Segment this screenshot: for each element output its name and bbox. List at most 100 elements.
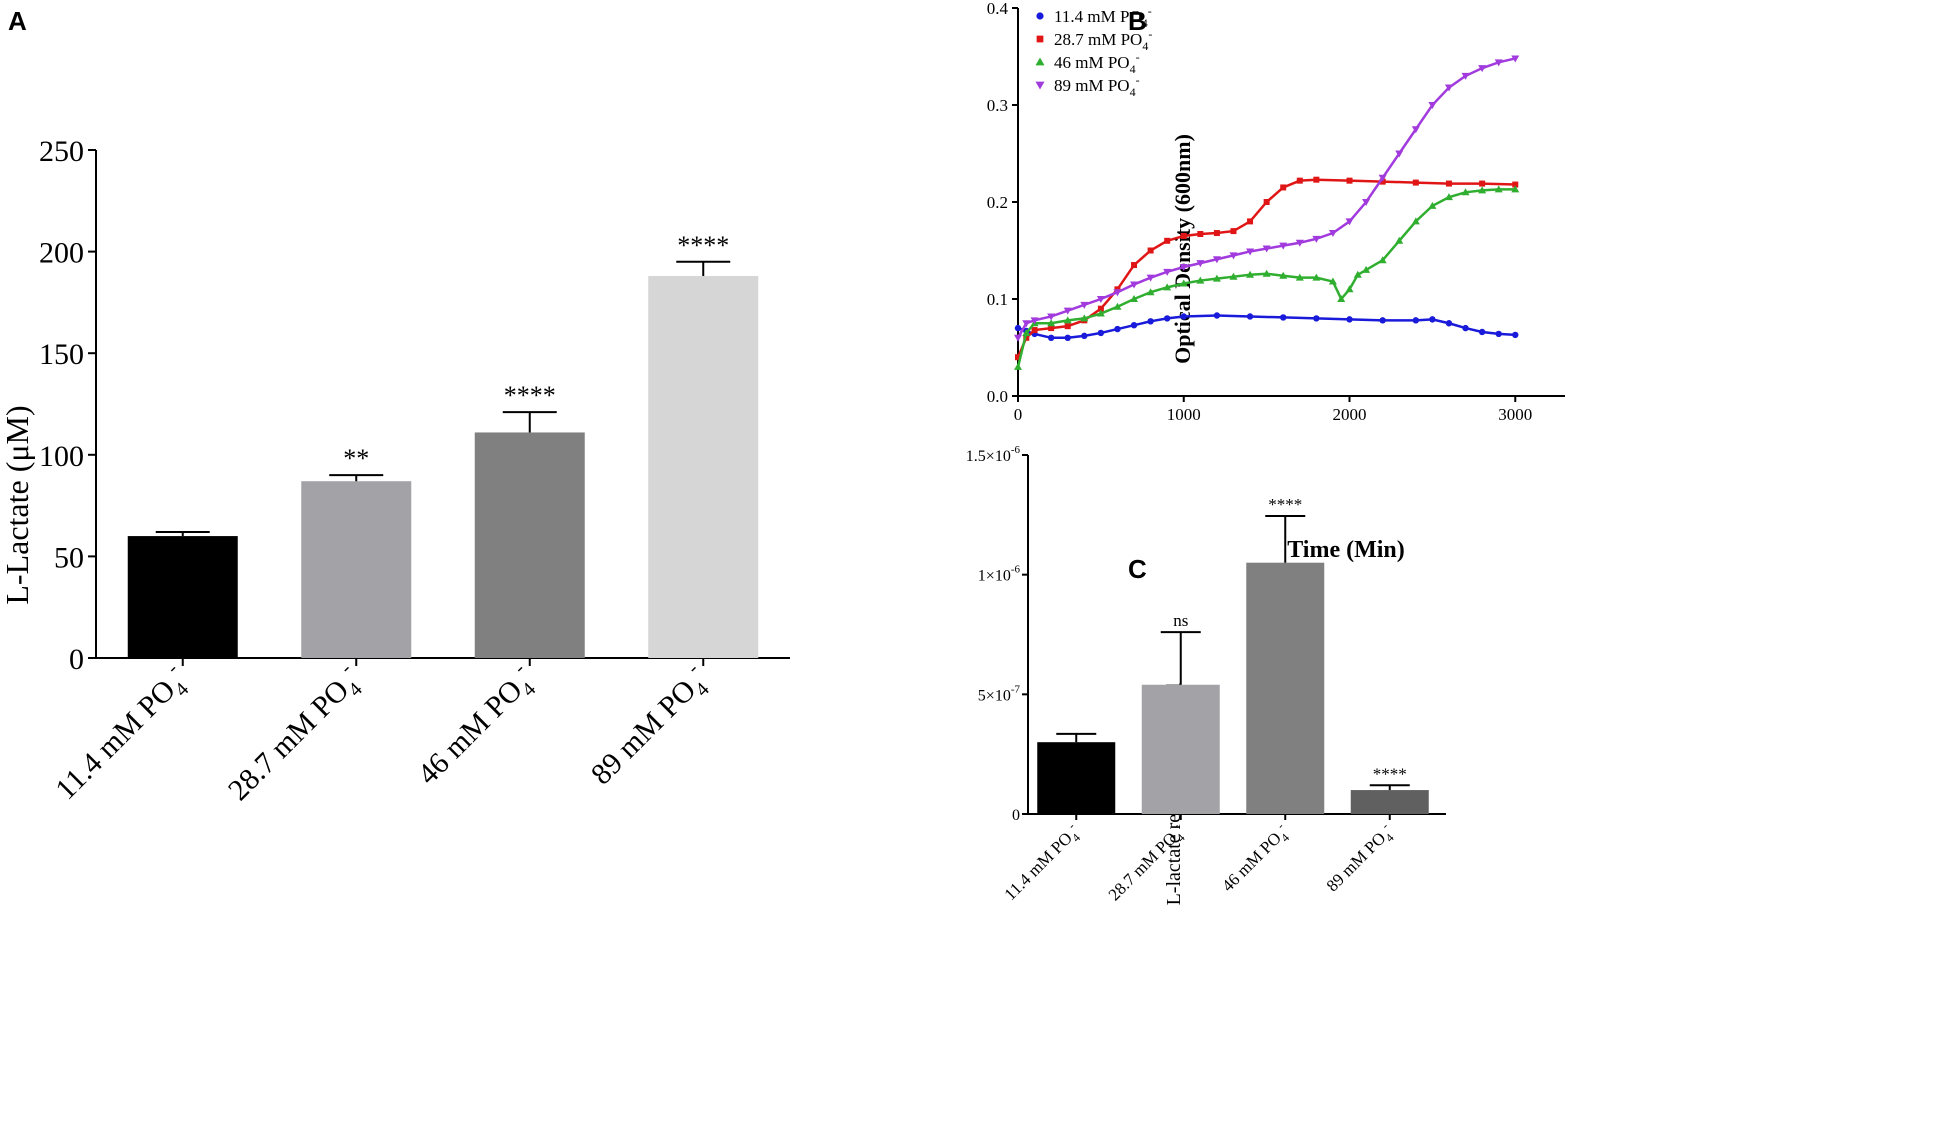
panel-b-data-point [1212, 274, 1221, 282]
panel-b-series-line [1016, 178, 1516, 358]
panel-a-x-tick-label-text: 11.4 mM PO [49, 673, 182, 806]
panel-a-x-tick-label: 89 mM PO4- [581, 658, 718, 795]
panel-b-y-tick-label: 0.2 [987, 193, 1008, 212]
panel-b-data-point [1246, 248, 1255, 256]
panel-b-data-point [1247, 218, 1254, 225]
panel-b-data-point [1512, 181, 1519, 188]
panel-b-data-point [1445, 320, 1453, 327]
panel-b-data-point [1047, 334, 1055, 341]
panel-b-data-point [1461, 72, 1470, 80]
panel-b-data-point [1411, 217, 1420, 225]
panel-b-data-point [1230, 228, 1237, 235]
panel-b-data-point [1080, 314, 1089, 322]
panel-b-data-point [1411, 126, 1420, 134]
panel-b-data-point [1130, 281, 1139, 289]
panel-c-x-tick-label: 46 mM PO4- [1216, 819, 1295, 898]
panel-b-data-point [1114, 325, 1121, 333]
panel-a-bar [474, 432, 585, 658]
panel-b-legend-marker [1036, 12, 1044, 20]
panel-b-data-point [1064, 334, 1071, 341]
panel-a-x-tick-label: 11.4 mM PO4- [46, 658, 198, 810]
panel-b-data-point [1063, 307, 1072, 315]
panel-b-y-tick-label: 0.4 [987, 0, 1009, 18]
panel-c-x-tick-label-text: 89 mM PO [1323, 828, 1390, 895]
panel-b-data-point [1147, 318, 1154, 325]
panel-a-y-tick-label: 100 [39, 440, 84, 473]
panel-c-bar [1037, 742, 1116, 814]
panel-b-data-point [1312, 235, 1321, 243]
panel-c-y-tick-mantissa: 0 [1012, 807, 1020, 824]
panel-c-y-tick-label: 0 [1012, 807, 1020, 824]
panel-b-data-point [1345, 218, 1354, 226]
panel-b-data-point [1412, 317, 1420, 324]
panel-b-data-point [1047, 313, 1056, 321]
panel-letter-c: C [1128, 554, 1147, 584]
panel-b-data-point [1395, 150, 1404, 158]
panel-b-data-point [1213, 312, 1221, 319]
panel-a-x-tick-label: 46 mM PO4- [408, 658, 545, 795]
panel-b-data-point [1146, 274, 1155, 282]
panel-a-x-tick-label-superscript: - [683, 658, 703, 678]
panel-b-legend-superscript: - [1136, 73, 1140, 87]
panel-b-legend-superscript: - [1136, 50, 1140, 64]
panel-b-data-point [1147, 247, 1154, 254]
panel-b-data-point [1353, 270, 1362, 278]
panel-a-y-tick-label: 200 [39, 237, 84, 270]
panel-b-data-point [1015, 354, 1021, 361]
panel-c-x-tick-label: 89 mM PO4- [1321, 819, 1400, 898]
panel-a-y-axis-label: L-Lactate (μM) [0, 405, 35, 604]
panel-b-legend-subscript: 4 [1142, 16, 1148, 30]
panel-b-data-point [1444, 84, 1453, 92]
panel-c-x-tick-label: 11.4 mM PO4- [998, 819, 1085, 906]
panel-b-data-point [1337, 295, 1346, 302]
panel-b-data-point [1014, 362, 1022, 370]
panel-b-data-point [1478, 186, 1487, 194]
panel-c-x-tick-label-text: 11.4 mM PO [1001, 828, 1076, 903]
panel-a-y-tick-label: 250 [39, 135, 84, 168]
panel-b-data-point [1014, 334, 1022, 342]
panel-b-data-point [1097, 305, 1104, 312]
panel-c-x-tick-label-superscript: - [1065, 819, 1078, 832]
panel-c-x-tick-label-text: 46 mM PO [1218, 828, 1285, 895]
panel-b-data-point [1146, 288, 1155, 296]
panel-b-x-tick-label: 2000 [1333, 405, 1367, 424]
panel-b-data-point [1362, 265, 1371, 273]
panel-b-data-point [1113, 289, 1122, 297]
panel-b-data-point [1378, 256, 1387, 264]
panel-b-data-point [1246, 313, 1254, 320]
panel-b-data-point [1096, 309, 1105, 317]
panel-letter-b: B [1128, 6, 1147, 36]
panel-b-legend-subscript: 4 [1130, 85, 1136, 99]
panel-b-data-point [1494, 59, 1503, 67]
panel-b-data-point [1130, 295, 1139, 302]
panel-b-data-point [1313, 176, 1320, 183]
panel-b-data-point [1063, 316, 1072, 324]
panel-b-data-point [1080, 301, 1089, 309]
panel-b-data-point [1246, 270, 1255, 278]
panel-c-y-tick-mantissa: 1×10 [978, 568, 1011, 585]
panel-b-x-tick-label: 0 [1014, 405, 1023, 424]
panel-b-data-point [1429, 316, 1436, 323]
panel-b-legend-text: 46 mM PO [1054, 53, 1130, 72]
panel-b-data-point [1262, 245, 1271, 253]
panel-b-series-line [1016, 188, 1516, 368]
panel-b-data-point [1097, 329, 1105, 337]
panel-b-data-point [1096, 296, 1105, 303]
panel-b-legend-text: 28.7 mM PO [1054, 30, 1142, 49]
panel-b-data-point [1180, 313, 1187, 320]
panel-b-data-point [1263, 199, 1270, 205]
panel-a-bar [648, 275, 759, 658]
panel-c-bar [1350, 790, 1429, 814]
panel-b-x-tick-label: 1000 [1167, 405, 1201, 424]
panel-b-data-point [1461, 188, 1470, 196]
panel-b-series-line [1017, 314, 1516, 340]
panel-b-data-point [1345, 285, 1354, 293]
panel-a-bar-chart: L-Lactate (μM) 0 50 100 150 200 250 11.4 mM PO… [0, 135, 790, 810]
panel-b-data-point [1313, 315, 1320, 322]
panel-b-data-point [1494, 185, 1503, 193]
panel-b-data-point [1328, 230, 1337, 238]
panel-c-y-tick-label: 1.5×10-6 [966, 444, 1021, 465]
panel-a-significance: ** [343, 444, 369, 473]
panel-b-legend-subscript: 4 [1130, 62, 1136, 76]
